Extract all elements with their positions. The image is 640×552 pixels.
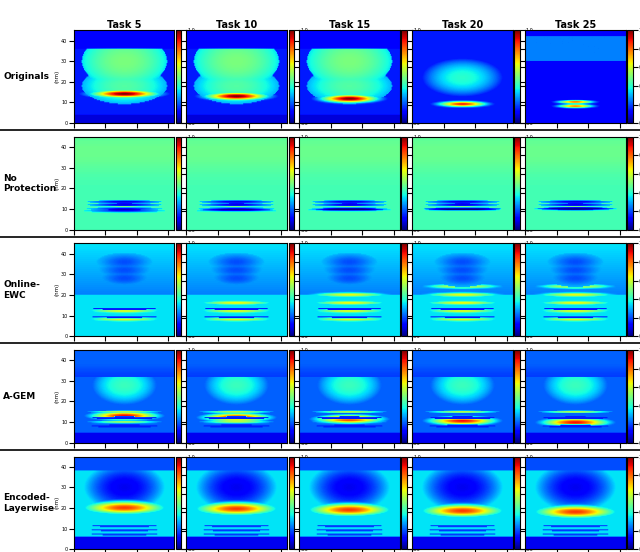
- Y-axis label: (nm): (nm): [54, 390, 60, 403]
- Title: Task 15: Task 15: [329, 19, 371, 30]
- Text: Originals: Originals: [3, 72, 49, 81]
- Y-axis label: (nm): (nm): [54, 496, 60, 509]
- Text: No
Protection: No Protection: [3, 173, 56, 193]
- Text: Online-
EWC: Online- EWC: [3, 280, 40, 300]
- Title: Task 20: Task 20: [442, 19, 483, 30]
- Title: Task 5: Task 5: [107, 19, 141, 30]
- Title: Task 10: Task 10: [216, 19, 257, 30]
- Title: Task 25: Task 25: [555, 19, 596, 30]
- Text: A-GEM: A-GEM: [3, 392, 36, 401]
- Text: Encoded-
Layerwise: Encoded- Layerwise: [3, 493, 54, 513]
- Y-axis label: (nm): (nm): [54, 283, 60, 296]
- Y-axis label: (nm): (nm): [54, 70, 60, 83]
- Y-axis label: (nm): (nm): [54, 177, 60, 190]
